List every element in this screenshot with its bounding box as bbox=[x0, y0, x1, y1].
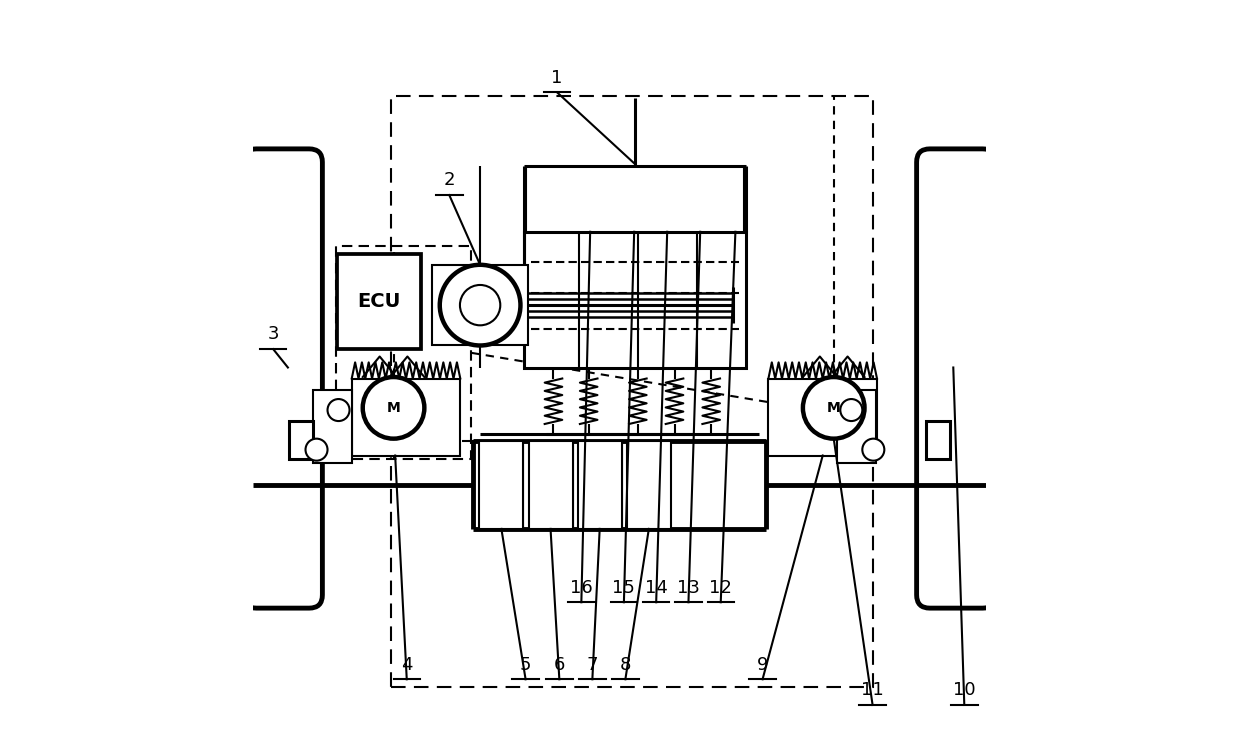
Text: M: M bbox=[826, 401, 840, 415]
Bar bbox=[768, 379, 877, 456]
Text: 9: 9 bbox=[757, 656, 768, 673]
Circle shape bbox=[460, 285, 501, 326]
Bar bbox=[337, 254, 421, 349]
Bar bbox=[479, 441, 523, 529]
Bar bbox=[313, 390, 352, 463]
Text: 12: 12 bbox=[709, 578, 732, 597]
Text: M: M bbox=[387, 401, 400, 415]
Text: 8: 8 bbox=[620, 656, 631, 673]
Circle shape bbox=[440, 265, 520, 345]
Text: 5: 5 bbox=[520, 656, 532, 673]
Bar bbox=[352, 379, 461, 456]
Text: 15: 15 bbox=[612, 578, 636, 597]
Bar bbox=[529, 441, 572, 529]
Bar bbox=[627, 441, 670, 529]
Circle shape bbox=[840, 399, 862, 421]
Bar bbox=[577, 441, 622, 529]
Text: 3: 3 bbox=[268, 326, 279, 343]
Text: 11: 11 bbox=[861, 681, 883, 699]
Circle shape bbox=[327, 399, 349, 421]
Text: 4: 4 bbox=[401, 656, 413, 673]
Text: 7: 7 bbox=[586, 656, 598, 673]
Bar bbox=[390, 96, 872, 686]
Circle shape bbox=[363, 377, 425, 439]
Bar bbox=[838, 390, 876, 463]
Text: ECU: ECU bbox=[358, 292, 401, 311]
Text: 16: 16 bbox=[570, 578, 592, 597]
Text: 6: 6 bbox=[554, 656, 565, 673]
Text: 14: 14 bbox=[644, 578, 668, 597]
Bar bbox=[336, 246, 471, 459]
Text: 2: 2 bbox=[444, 171, 455, 190]
Text: 1: 1 bbox=[551, 69, 563, 87]
Circle shape bbox=[306, 439, 327, 461]
Text: 13: 13 bbox=[676, 578, 700, 597]
Bar bbox=[289, 421, 313, 459]
Circle shape bbox=[803, 377, 865, 439]
Circle shape bbox=[862, 439, 885, 461]
Bar bbox=[432, 265, 528, 345]
Bar bbox=[524, 232, 746, 368]
Bar bbox=[926, 421, 950, 459]
Text: 10: 10 bbox=[953, 681, 975, 699]
